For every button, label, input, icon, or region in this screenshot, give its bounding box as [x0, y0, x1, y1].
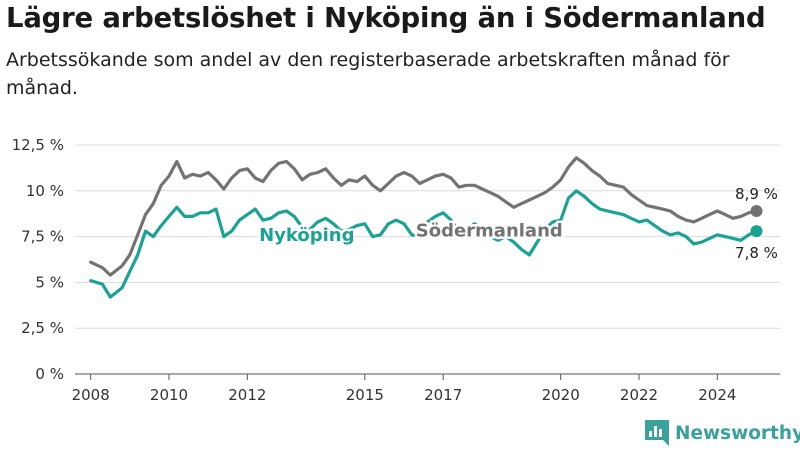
- end-point-sdermanland: [750, 204, 763, 217]
- x-axis: 2008 2010 2012 2015 2017 2020 2022 2024: [72, 374, 736, 404]
- y-tick-label: 2,5 %: [21, 319, 64, 337]
- series-lines: [89, 156, 763, 299]
- chart-title: Lägre arbetslöshet i Nyköping än i Söder…: [6, 2, 766, 34]
- x-tick-label: 2017: [424, 386, 462, 404]
- y-tick-label: 5 %: [35, 273, 64, 291]
- x-tick-label: 2022: [620, 386, 658, 404]
- x-tick-label: 2012: [228, 386, 266, 404]
- y-tick-label: 7,5 %: [21, 228, 64, 246]
- brand-name: Newsworthy: [675, 422, 800, 444]
- x-tick-label: 2024: [698, 386, 736, 404]
- x-tick-label: 2008: [72, 386, 110, 404]
- bar-chart-logo-icon: [645, 420, 669, 446]
- newsworthy-logo: Newsworthy: [645, 418, 800, 448]
- end-point-nykping: [750, 225, 763, 238]
- x-tick-label: 2015: [346, 386, 384, 404]
- grid-lines: [75, 144, 780, 375]
- series-line-nykping: [89, 189, 759, 299]
- y-tick-label: 12,5 %: [12, 136, 64, 154]
- end-label-nykping: 7,8 %: [735, 244, 778, 262]
- series-label-nykping: Nyköping: [259, 225, 354, 246]
- series-line-sdermanland: [89, 156, 759, 277]
- y-tick-label: 10 %: [26, 182, 64, 200]
- x-tick-label: 2020: [542, 386, 580, 404]
- end-label-sdermanland: 8,9 %: [735, 185, 778, 203]
- series-labels: 8,9 % Södermanland 7,8 % Nyköping: [257, 185, 778, 262]
- x-tick-label: 2010: [150, 386, 188, 404]
- series-label-sdermanland: Södermanland: [416, 220, 563, 241]
- y-axis: 0 % 2,5 % 5 % 7,5 % 10 % 12,5 %: [12, 136, 64, 383]
- y-tick-label: 0 %: [35, 365, 64, 383]
- chart-subtitle: Arbetssökande som andel av den registerb…: [6, 49, 730, 99]
